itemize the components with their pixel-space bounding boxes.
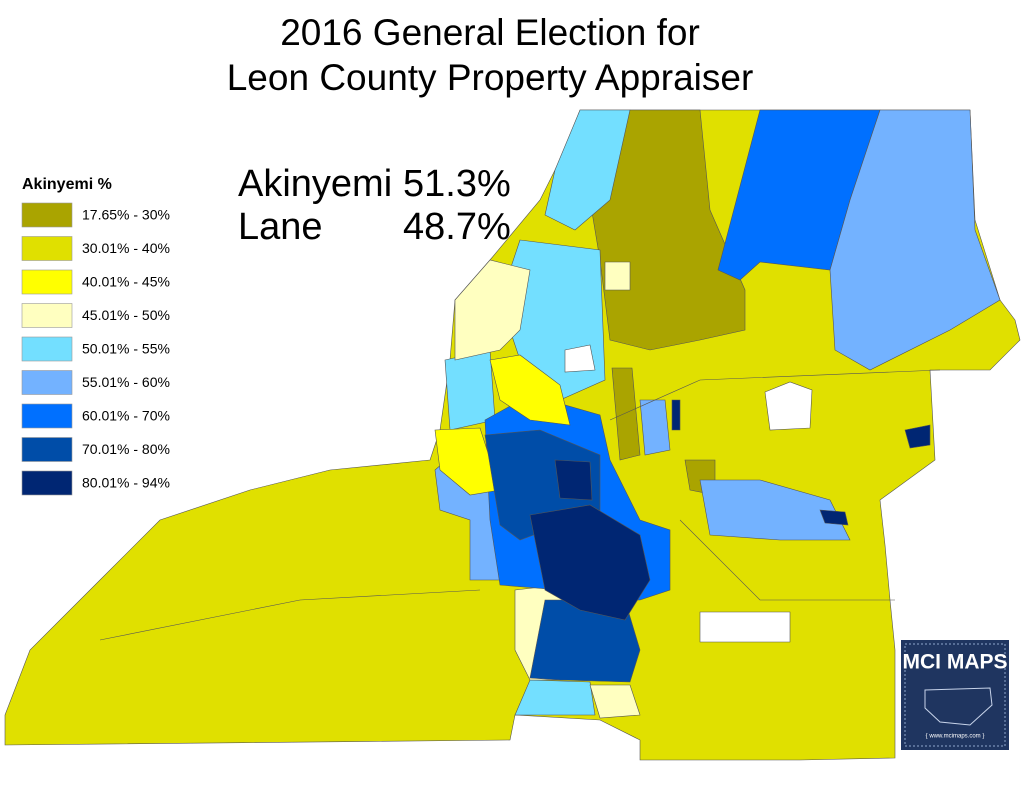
legend-label: 50.01% - 55%	[82, 341, 170, 357]
logo-usa-map	[924, 687, 993, 726]
logo-url: { www.mcimaps.com }	[926, 734, 985, 740]
title-line: Leon County Property Appraiser	[227, 57, 754, 98]
region	[564, 344, 596, 373]
legend-swatch	[21, 403, 73, 429]
region	[699, 479, 851, 541]
region	[489, 354, 571, 426]
road	[99, 589, 481, 641]
legend-swatch	[21, 236, 73, 261]
road	[679, 519, 895, 601]
region	[544, 109, 631, 231]
region	[904, 424, 931, 449]
legend-label: 70.01% - 80%	[82, 441, 170, 457]
region	[699, 611, 791, 643]
logo-border	[904, 643, 1006, 747]
region	[611, 367, 641, 461]
legend-swatch	[21, 336, 73, 362]
region	[589, 684, 641, 719]
region	[604, 261, 631, 291]
region	[529, 504, 651, 621]
legend-swatch	[21, 470, 73, 496]
region	[764, 381, 813, 431]
legend-swatch	[21, 269, 73, 295]
region	[829, 109, 1001, 371]
region	[639, 399, 671, 456]
logo-title: MCI MAPS	[903, 651, 1008, 674]
logo: MCI MAPS { www.mcimaps.com }	[901, 640, 1009, 750]
legend-label: 60.01% - 70%	[82, 408, 170, 424]
legend-swatch	[21, 202, 73, 228]
legend-swatch	[21, 303, 73, 328]
candidate-name: Lane	[238, 206, 323, 248]
legend-title: Akinyemi %	[22, 176, 112, 193]
county-map	[4, 109, 1021, 761]
legend-swatch	[21, 437, 73, 462]
legend-label: 17.65% - 30%	[82, 207, 170, 223]
region	[454, 259, 531, 361]
title-line: 2016 General Election for	[280, 12, 700, 53]
legend: 17.65% - 30% 30.01% - 40% 40.01% - 45% 45.0…	[21, 202, 170, 496]
road	[609, 369, 941, 421]
region	[671, 399, 681, 431]
region	[434, 427, 501, 496]
candidate-name: Akinyemi	[238, 163, 392, 205]
legend-label: 40.01% - 45%	[82, 274, 170, 290]
legend-label: 80.01% - 94%	[82, 475, 170, 491]
legend-label: 30.01% - 40%	[82, 240, 170, 256]
region	[444, 349, 496, 431]
region	[514, 679, 596, 716]
legend-label: 45.01% - 50%	[82, 307, 170, 323]
legend-label: 55.01% - 60%	[82, 374, 170, 390]
region	[819, 509, 849, 526]
candidate-share: 48.7%	[403, 206, 511, 248]
candidate-share: 51.3%	[403, 163, 511, 205]
region	[554, 459, 593, 501]
legend-swatch	[21, 370, 73, 395]
